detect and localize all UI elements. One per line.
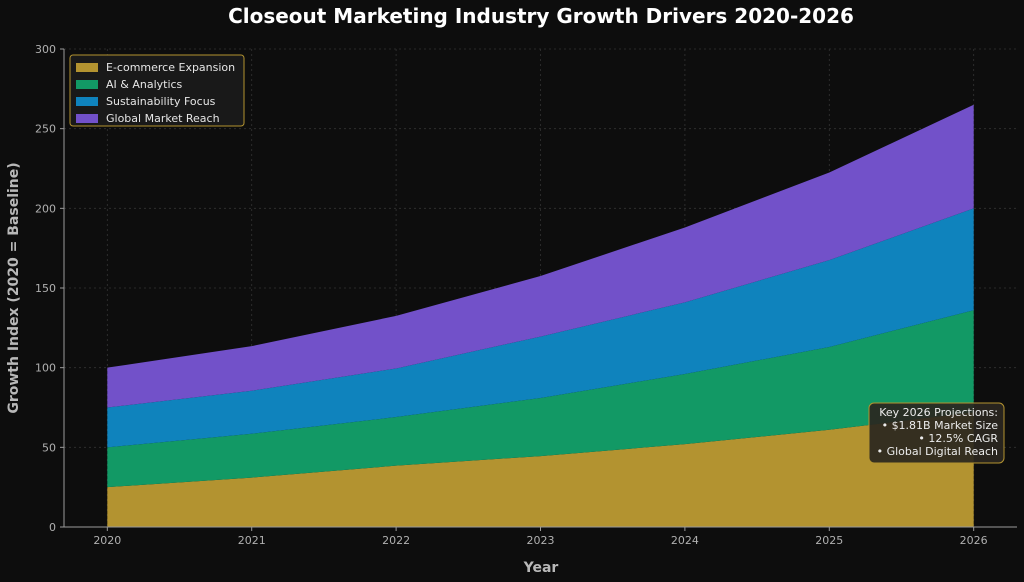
annotation-line-2: • 12.5% CAGR	[918, 432, 998, 445]
legend-label-global-market-reach: Global Market Reach	[106, 112, 220, 125]
chart-title: Closeout Marketing Industry Growth Drive…	[228, 4, 854, 28]
annotation-box	[868, 402, 1005, 464]
x-tick-labels: 2020 2021 2022 2023 2024 2025 2026	[93, 527, 988, 547]
y-tick-label-250: 250	[35, 123, 56, 136]
y-tick-label-0: 0	[49, 521, 56, 534]
area-series-e-commerce-expansion	[107, 412, 974, 527]
projection-annotation-box: Key 2026 Projections:• $1.81B Market Siz…	[868, 402, 1005, 464]
legend-swatch-ai-analytics	[76, 80, 98, 89]
y-tick-label-100: 100	[35, 362, 56, 375]
y-tick-label-150: 150	[35, 282, 56, 295]
x-tick-label-2024: 2024	[671, 534, 699, 547]
legend-label-sustainability-focus: Sustainability Focus	[106, 95, 216, 108]
legend-swatch-e-commerce-expansion	[76, 63, 98, 72]
x-tick-label-2025: 2025	[815, 534, 843, 547]
area-series-ai-analytics	[107, 310, 974, 488]
x-axis-label: Year	[523, 560, 559, 576]
x-tick-label-2021: 2021	[238, 534, 266, 547]
area-series-group	[107, 104, 974, 527]
x-tick-label-2023: 2023	[527, 534, 555, 547]
y-tick-labels: 0 50 100 150 200 250 300	[35, 43, 64, 534]
y-tick-label-300: 300	[35, 43, 56, 56]
y-axis-label: Growth Index (2020 = Baseline)	[6, 162, 22, 413]
area-series-global-market-reach	[107, 104, 974, 408]
legend-swatch-global-market-reach	[76, 114, 98, 123]
legend: E-commerce Expansion AI & Analytics Sustai…	[69, 54, 245, 127]
y-tick-label-200: 200	[35, 202, 56, 215]
x-tick-label-2020: 2020	[93, 534, 121, 547]
legend-label-ai-analytics: AI & Analytics	[106, 78, 183, 91]
legend-swatch-sustainability-focus	[76, 97, 98, 106]
x-tick-label-2026: 2026	[960, 534, 988, 547]
annotation-line-3: • Global Digital Reach	[877, 445, 998, 458]
legend-label-e-commerce-expansion: E-commerce Expansion	[106, 61, 235, 74]
x-tick-label-2022: 2022	[382, 534, 410, 547]
y-tick-label-50: 50	[42, 441, 56, 454]
annotation-line-0: Key 2026 Projections:	[879, 406, 998, 419]
annotation-line-1: • $1.81B Market Size	[882, 419, 999, 432]
area-series-sustainability-focus	[107, 208, 974, 448]
legend-box	[69, 54, 245, 127]
